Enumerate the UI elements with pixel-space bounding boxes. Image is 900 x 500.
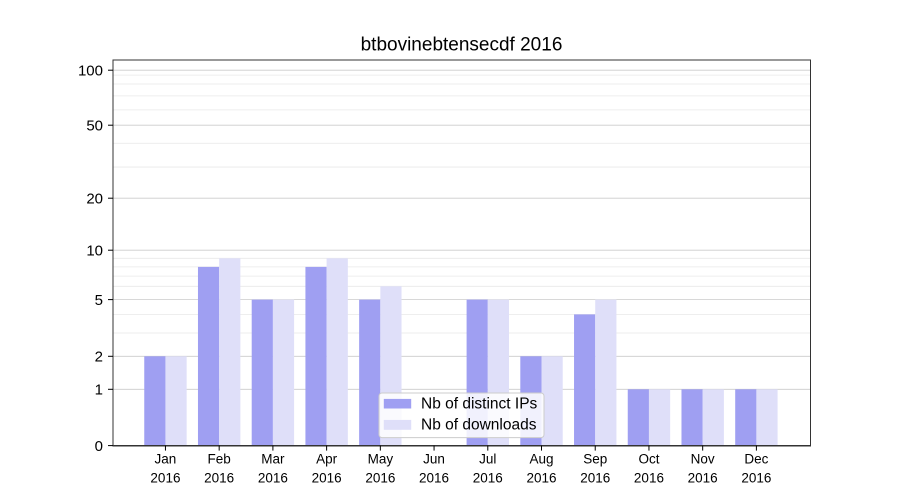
svg-text:2016: 2016 [580,471,610,486]
svg-text:Nov: Nov [691,452,715,467]
svg-text:1: 1 [95,382,103,399]
svg-text:2016: 2016 [204,471,234,486]
svg-text:2016: 2016 [473,471,503,486]
svg-text:May: May [368,452,394,467]
svg-text:2016: 2016 [419,471,449,486]
svg-text:2016: 2016 [634,471,664,486]
svg-text:2016: 2016 [150,471,180,486]
svg-text:Sep: Sep [583,452,607,467]
svg-text:2016: 2016 [258,471,288,486]
svg-text:Mar: Mar [261,452,285,467]
svg-text:0: 0 [95,438,103,455]
svg-text:Apr: Apr [316,452,338,467]
svg-text:btbovinebtensecdf 2016: btbovinebtensecdf 2016 [361,35,563,56]
svg-text:Jun: Jun [423,452,445,467]
svg-text:Nb of downloads: Nb of downloads [421,417,537,434]
svg-text:2016: 2016 [526,471,556,486]
svg-text:2: 2 [95,349,103,366]
svg-text:Nb of distinct IPs: Nb of distinct IPs [421,396,538,413]
svg-text:50: 50 [86,117,103,134]
svg-text:Dec: Dec [744,452,768,467]
svg-text:2016: 2016 [365,471,395,486]
svg-text:Jul: Jul [479,452,496,467]
svg-text:Aug: Aug [529,452,553,467]
svg-text:2016: 2016 [741,471,771,486]
svg-text:2016: 2016 [312,471,342,486]
svg-text:2016: 2016 [688,471,718,486]
svg-text:Feb: Feb [208,452,231,467]
svg-text:100: 100 [78,62,103,79]
svg-text:5: 5 [95,292,103,309]
svg-text:Jan: Jan [155,452,177,467]
svg-text:10: 10 [86,242,103,259]
svg-text:Oct: Oct [638,452,659,467]
svg-text:20: 20 [86,190,103,207]
